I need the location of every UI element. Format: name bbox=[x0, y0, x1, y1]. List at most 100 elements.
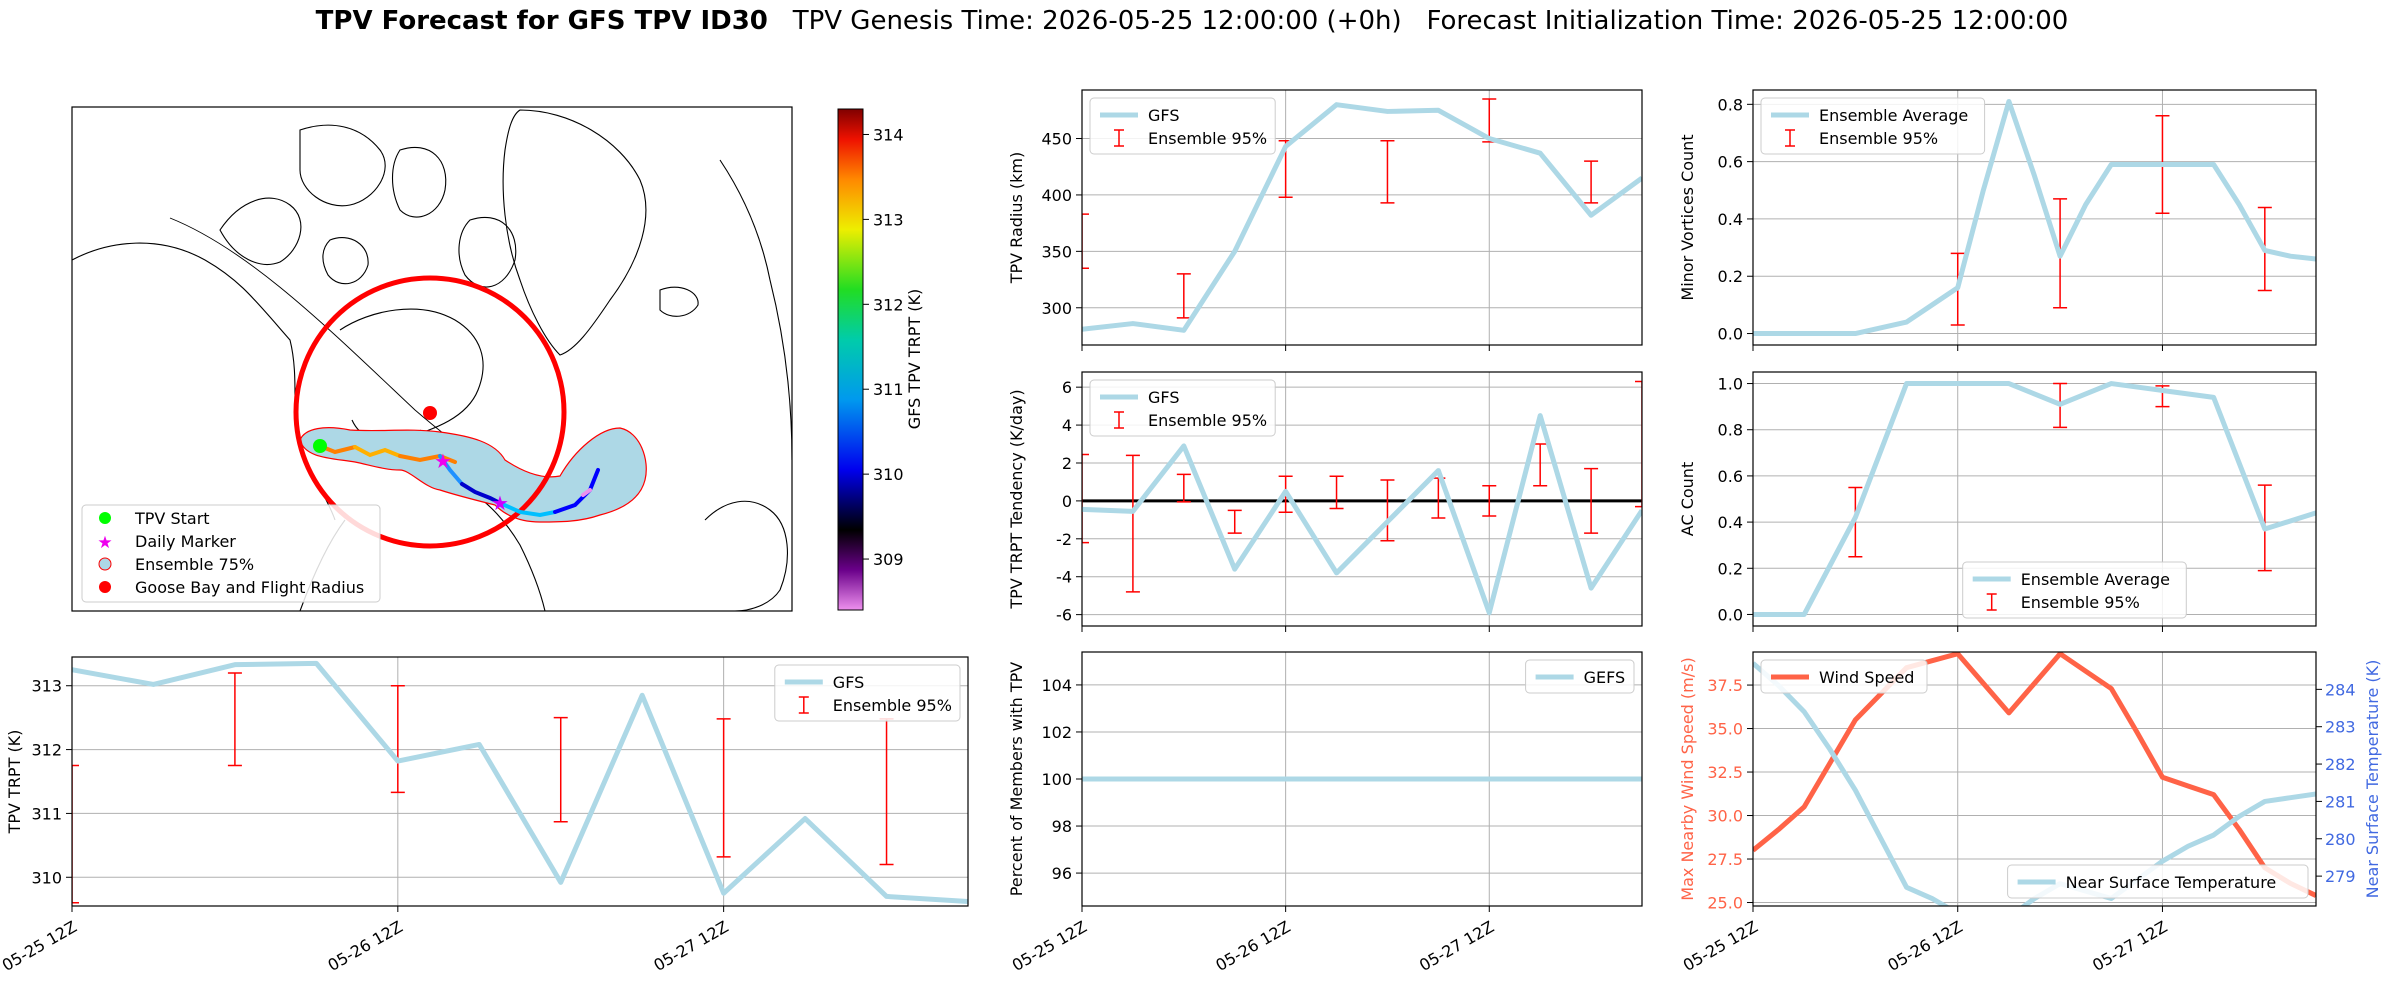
line-panels: 310 311 312 313 TPV TRPT (K) 05-25 12Z 05-26 1… bbox=[0, 89, 2382, 975]
error-bar bbox=[1227, 509, 1242, 534]
error-bar bbox=[1584, 160, 1599, 204]
legend-label: Ensemble Average bbox=[2021, 570, 2170, 589]
legend: Ensemble Average Ensemble 95% bbox=[1962, 561, 2187, 619]
legend-label: Near Surface Temperature bbox=[2066, 873, 2277, 892]
colorbar-label: GFS TPV TRPT (K) bbox=[905, 289, 924, 429]
legend: GEFS bbox=[1525, 659, 1635, 694]
figure-title: TPV Forecast for GFS TPV ID30 TPV Genesi… bbox=[0, 6, 2384, 36]
y-tick-label: 100 bbox=[1041, 770, 1072, 789]
legend-ensemble-icon bbox=[98, 557, 112, 571]
legend-label: GFS bbox=[833, 673, 864, 692]
y-tick-label: 104 bbox=[1041, 676, 1072, 695]
legend-label: Ensemble 95% bbox=[833, 696, 952, 715]
y2-tick-label: 282 bbox=[2325, 755, 2356, 774]
y-axis-label: TPV TRPT (K) bbox=[5, 730, 24, 835]
y-tick-label: 311 bbox=[31, 804, 62, 823]
error-bar bbox=[1329, 475, 1344, 510]
error-bar bbox=[1176, 273, 1191, 319]
title-init: Forecast Initialization Time: 2026-05-25… bbox=[1426, 6, 2069, 36]
error-bar bbox=[1482, 484, 1497, 517]
colorbar-tick-label: 313 bbox=[873, 210, 904, 229]
legend-label: GFS bbox=[1148, 106, 1179, 125]
y-tick-label: 25.0 bbox=[1707, 894, 1743, 913]
y-tick-label: -2 bbox=[1056, 530, 1072, 549]
error-bar bbox=[1125, 454, 1140, 593]
error-bar bbox=[716, 718, 731, 858]
error-bar bbox=[1380, 140, 1395, 204]
chart-ac: 0.0 0.2 0.4 0.6 0.8 1.0 AC Count Ensemble Avera… bbox=[1678, 371, 2317, 632]
error-bar bbox=[1584, 467, 1599, 534]
x-tick-label: 05-26 12Z bbox=[1884, 917, 1965, 975]
y-tick-label: 98 bbox=[1052, 817, 1072, 836]
y-tick-label: 0.6 bbox=[1718, 467, 1743, 486]
y-tick-label: 0.2 bbox=[1718, 267, 1743, 286]
y-tick-label: 2 bbox=[1062, 454, 1072, 473]
y-tick-label: 0.8 bbox=[1718, 95, 1743, 114]
y-tick-label: 0 bbox=[1062, 492, 1072, 511]
y-axis-label: Max Nearby Wind Speed (m/s) bbox=[1678, 657, 1697, 900]
legend-daily-star-icon: ★ bbox=[97, 533, 112, 553]
y-tick-label: -6 bbox=[1056, 606, 1072, 625]
y2-tick-label: 279 bbox=[2325, 867, 2356, 886]
y-tick-label: 0.8 bbox=[1718, 421, 1743, 440]
chart-trpt: 310 311 312 313 TPV TRPT (K) 05-25 12Z 05-26 1… bbox=[0, 656, 969, 975]
x-tick-label: 05-27 12Z bbox=[650, 917, 731, 975]
legend: Ensemble Average Ensemble 95% bbox=[1760, 97, 1986, 155]
goose-bay-marker bbox=[423, 406, 437, 420]
error-bar bbox=[1176, 473, 1191, 503]
y-tick-label: 350 bbox=[1041, 242, 1072, 261]
y-tick-label: 37.5 bbox=[1707, 676, 1743, 695]
x-tick-label: 05-26 12Z bbox=[325, 917, 406, 975]
legend-errorbar-icon bbox=[1986, 593, 1997, 611]
y-axis-label: Minor Vortices Count bbox=[1678, 134, 1697, 300]
y-tick-label: 300 bbox=[1041, 299, 1072, 318]
axes-frame bbox=[1752, 651, 2317, 907]
y2-tick-label: 280 bbox=[2325, 830, 2356, 849]
series-line bbox=[1082, 413, 1642, 616]
axes-frame bbox=[71, 656, 969, 907]
legend: GFS Ensemble 95% bbox=[1089, 379, 1276, 437]
legend-label: Ensemble 95% bbox=[1148, 129, 1267, 148]
y-tick-label: 35.0 bbox=[1707, 720, 1743, 739]
y-tick-label: 313 bbox=[31, 677, 62, 696]
legend-errorbar-icon bbox=[1114, 129, 1124, 147]
y-tick-label: 0.0 bbox=[1718, 605, 1743, 624]
chart-radius: 300 350 400 450 TPV Radius (km) GFS Ensemble 9… bbox=[1007, 89, 1643, 351]
y-tick-label: 27.5 bbox=[1707, 850, 1743, 869]
series-line bbox=[1753, 652, 2316, 898]
error-bar bbox=[1533, 443, 1548, 487]
legend-tpv-start: TPV Start bbox=[134, 509, 210, 528]
y-tick-label: 0.0 bbox=[1718, 325, 1743, 344]
y-tick-label: 30.0 bbox=[1707, 807, 1743, 826]
series-line bbox=[1753, 98, 2316, 337]
daily-marker-2: ★ bbox=[491, 491, 509, 515]
y-axis-label: TPV Radius (km) bbox=[1007, 152, 1026, 285]
y-tick-label: 400 bbox=[1041, 186, 1072, 205]
chart-percent: 96 98 100 102 104 Percent of Members with TPV… bbox=[1007, 651, 1643, 975]
y-axis-label: TPV TRPT Tendency (K/day) bbox=[1007, 389, 1026, 609]
colorbar-tick-label: 309 bbox=[873, 550, 904, 569]
error-bar bbox=[1082, 213, 1089, 270]
map-coastlines bbox=[72, 109, 792, 611]
legend-label: Ensemble 95% bbox=[1148, 411, 1267, 430]
x-tick-label: 05-25 12Z bbox=[1680, 917, 1761, 975]
legend-label: Ensemble 95% bbox=[2021, 593, 2140, 612]
axes-frame bbox=[1081, 89, 1643, 346]
x-tick-label: 05-25 12Z bbox=[1009, 917, 1090, 975]
colorbar-tick-label: 310 bbox=[873, 465, 904, 484]
colorbar-ticks: 309 310 311 312 313 314 bbox=[863, 125, 904, 569]
error-bar bbox=[879, 718, 894, 866]
y-tick-label: -4 bbox=[1056, 568, 1072, 587]
x-tick-label: 05-27 12Z bbox=[1416, 917, 1497, 975]
colorbar-tick-label: 312 bbox=[873, 295, 904, 314]
legend-label: Wind Speed bbox=[1819, 668, 1914, 687]
daily-marker-1: ★ bbox=[434, 449, 452, 473]
error-bar bbox=[390, 684, 405, 794]
colorbar-tick-label: 311 bbox=[873, 380, 904, 399]
legend-goose-bay-icon bbox=[99, 581, 111, 593]
chart-minor: 0.0 0.2 0.4 0.6 0.8 Minor Vortices Count Ensem… bbox=[1678, 89, 2317, 351]
flight-radius-circle bbox=[293, 275, 567, 549]
error-bar bbox=[72, 764, 79, 904]
legend-label: GEFS bbox=[1584, 668, 1626, 687]
y-axis-label: AC Count bbox=[1678, 462, 1697, 536]
